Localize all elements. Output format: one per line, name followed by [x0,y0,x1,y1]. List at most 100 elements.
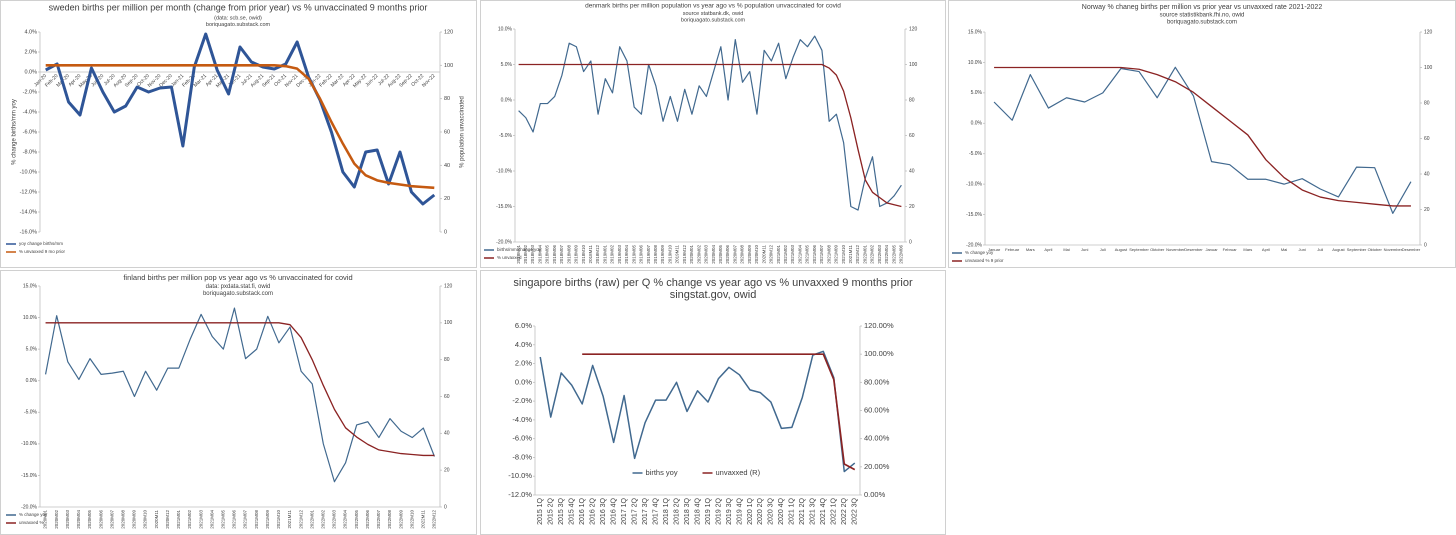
x-tick-label: 2021M12 [855,245,860,264]
x-tick-label: 2022M04 [884,245,889,264]
chart-credit: boriquagato.substack.com [681,17,746,23]
x-tick-label: 2019 4Q [736,497,743,524]
x-tick-label: 2021M11 [287,510,292,529]
series-line [994,66,1411,207]
chart-title: Norway % chaneg births per million vs pr… [1082,4,1323,11]
y2-tick-label: 60 [444,129,450,135]
x-tick-label: 2020M05 [87,510,92,529]
chart-subtitle: singstat.gov, owid [670,289,757,301]
legend-label: yoy change births/mm [19,241,63,246]
x-tick-label: 2021M09 [265,510,270,529]
x-tick-label: 2018M04 [537,245,542,264]
y-tick-label: 4.0% [24,29,37,35]
y-tick-label: 10.0% [498,26,513,32]
y-tick-label: -10.0% [508,471,532,480]
x-tick-label: Mars [1243,247,1252,252]
legend-label: % change yoy [19,512,48,517]
x-tick-label: Mai [1063,247,1070,252]
y2-tick-label: 80 [444,96,450,102]
x-tick-label: 2022 3Q [852,497,859,524]
x-tick-label: 2019M10 [667,245,672,264]
x-tick-label: 2020 3Q [768,497,775,524]
x-tick-label: 2022M05 [354,510,359,529]
y2-tick-label: 120 [1424,29,1433,35]
x-tick-label: 2018M08 [566,245,571,264]
x-tick-label: 2021 4Q [820,497,827,524]
chart-title: sweden births per million per month (cha… [49,2,428,12]
x-tick-label: Januar [1205,247,1218,252]
x-tick-label: 2018 2Q [673,497,680,524]
y2-tick-label: 40 [1424,171,1430,177]
x-tick-label: 2020M06 [98,510,103,529]
x-tick-label: 2018 3Q [684,497,691,524]
y-tick-label: -16.0% [20,229,38,235]
x-tick-label: 2021M12 [298,510,303,529]
series-line [44,307,435,483]
legend-label: births/mm change yoy [497,247,542,252]
series-line [518,35,902,211]
y2-tick-label: 20 [444,467,450,473]
x-tick-label: 2022M06 [899,245,904,264]
x-tick-label: Mai [1281,247,1288,252]
x-tick-label: 2020M03 [65,510,70,529]
y-tick-label: -15.0% [496,204,512,210]
chart-title: singapore births (raw) per Q % change vs… [513,277,913,289]
y-tick-label: 2.0% [515,359,532,368]
x-tick-label: 2019 1Q [705,497,712,524]
x-tick-label: 2015 2Q [548,497,555,524]
x-tick-label: 2021M04 [797,245,802,264]
y2-tick-label: 60 [909,133,915,139]
y2-tick-label: 60 [1424,136,1430,142]
x-tick-label: 2020 1Q [747,497,754,524]
x-tick-label: 2018M09 [574,245,579,264]
x-tick-label: 2022M03 [332,510,337,529]
y2-axis-title: % population unvaccinated [460,96,466,168]
x-tick-label: 2021M01 [176,510,181,529]
x-tick-label: 2022M03 [877,245,882,264]
x-tick-label: 2021M07 [243,510,248,529]
series-line [993,66,1412,214]
x-tick-label: Oktober [1150,247,1165,252]
x-tick-label: 2019M04 [624,245,629,264]
x-tick-label: 2022 1Q [831,497,838,524]
y-tick-label: 5.0% [26,346,38,352]
y-tick-label: 10.0% [968,60,983,66]
y-tick-label: 15.0% [23,283,38,289]
series-line [45,322,435,457]
y2-tick-label: 100.00% [864,349,894,358]
x-tick-label: 2019M12 [682,245,687,264]
x-tick-label: 2020M12 [769,245,774,264]
panel [948,0,1456,268]
x-tick-label: 2018M03 [530,245,535,264]
legend-label: unvaxxed (R) [716,468,761,477]
y-tick-label: -6.0% [512,434,532,443]
x-tick-label: 2019M08 [653,245,658,264]
x-tick-label: November [1384,247,1403,252]
y2-tick-label: 100 [909,62,918,68]
x-tick-label: 2021 1Q [789,497,796,524]
x-tick-label: 2020M04 [711,245,716,264]
x-tick-label: 2020M11 [761,245,766,264]
y2-tick-label: 100 [444,63,453,69]
x-tick-label: 2017 4Q [652,497,659,524]
y2-tick-label: 120 [444,29,453,35]
x-tick-label: 2016 4Q [610,497,617,524]
x-tick-label: 2018M05 [545,245,550,264]
x-tick-label: 2016 2Q [590,497,597,524]
x-tick-label: 2021M03 [790,245,795,264]
y2-tick-label: 0 [909,239,912,245]
x-tick-label: Juli [1100,247,1106,252]
legend-label: % unvaxxed 9 mo prior [19,249,66,254]
y2-tick-label: 60 [444,394,450,400]
x-tick-label: 2020M08 [740,245,745,264]
x-tick-label: 2022M04 [343,510,348,529]
x-tick-label: 2021 3Q [810,497,817,524]
x-tick-label: 2019M05 [631,245,636,264]
x-tick-label: Mars [1026,247,1035,252]
y-tick-label: 0.0% [515,377,532,386]
x-tick-label: 2019M11 [675,245,680,264]
y2-tick-label: 100 [1424,65,1433,71]
x-tick-label: 2021M02 [187,510,192,529]
chart-credit: boriquagato.substack.com [1167,20,1237,26]
